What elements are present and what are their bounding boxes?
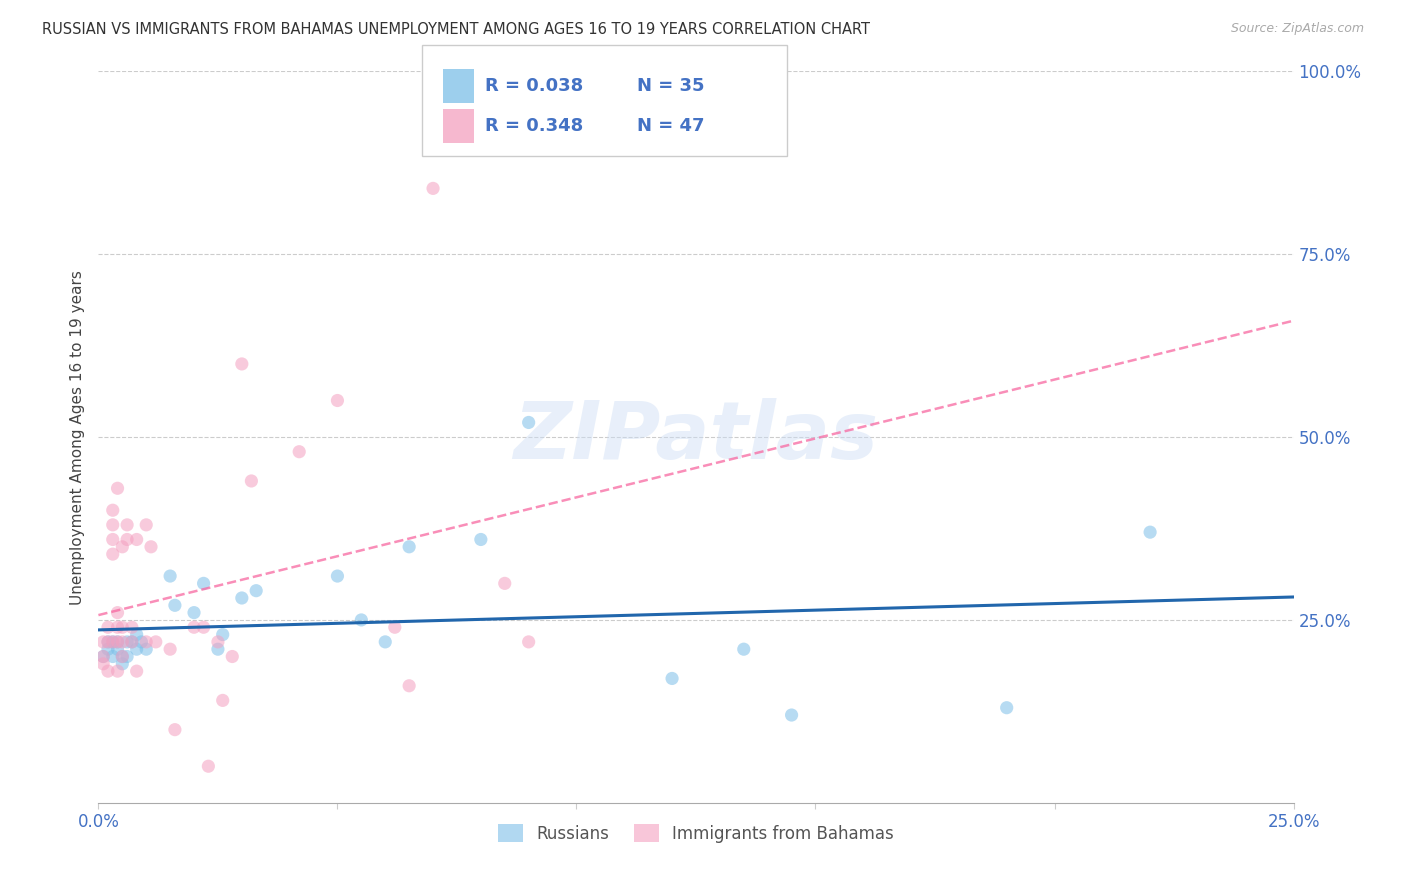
Point — [107, 606, 129, 620]
Point — [183, 606, 205, 620]
Point — [995, 700, 1018, 714]
Point — [193, 576, 215, 591]
Point — [111, 540, 134, 554]
Point — [733, 642, 755, 657]
Point — [111, 635, 134, 649]
Legend: Russians, Immigrants from Bahamas: Russians, Immigrants from Bahamas — [491, 818, 901, 849]
Point — [221, 649, 243, 664]
Text: RUSSIAN VS IMMIGRANTS FROM BAHAMAS UNEMPLOYMENT AMONG AGES 16 TO 19 YEARS CORREL: RUSSIAN VS IMMIGRANTS FROM BAHAMAS UNEMP… — [42, 22, 870, 37]
Point — [97, 642, 120, 657]
Point — [139, 540, 162, 554]
Point — [125, 642, 148, 657]
Point — [780, 708, 803, 723]
Point — [211, 627, 233, 641]
Point — [101, 517, 124, 532]
Point — [374, 635, 396, 649]
Text: N = 35: N = 35 — [637, 77, 704, 95]
Point — [111, 649, 134, 664]
Point — [101, 503, 124, 517]
Point — [661, 672, 683, 686]
Point — [91, 649, 114, 664]
Point — [159, 569, 181, 583]
Point — [107, 635, 129, 649]
Point — [145, 635, 167, 649]
Point — [211, 693, 233, 707]
Point — [101, 635, 124, 649]
Point — [97, 664, 120, 678]
Point — [91, 635, 114, 649]
Point — [231, 357, 253, 371]
Point — [517, 635, 540, 649]
Point — [1139, 525, 1161, 540]
Point — [207, 635, 229, 649]
Point — [240, 474, 263, 488]
Point — [384, 620, 406, 634]
Point — [159, 642, 181, 657]
Point — [398, 679, 420, 693]
Point — [494, 576, 516, 591]
Point — [111, 620, 134, 634]
Point — [125, 533, 148, 547]
Point — [101, 547, 124, 561]
Point — [517, 416, 540, 430]
Point — [101, 649, 124, 664]
Point — [97, 635, 120, 649]
Point — [131, 635, 153, 649]
Point — [107, 481, 129, 495]
Point — [115, 649, 138, 664]
Point — [245, 583, 267, 598]
Point — [125, 664, 148, 678]
Point — [135, 517, 157, 532]
Text: Source: ZipAtlas.com: Source: ZipAtlas.com — [1230, 22, 1364, 36]
Point — [111, 649, 134, 664]
Point — [121, 620, 143, 634]
Point — [350, 613, 373, 627]
Point — [163, 723, 186, 737]
Text: ZIPatlas: ZIPatlas — [513, 398, 879, 476]
Point — [97, 620, 120, 634]
Point — [115, 533, 138, 547]
Point — [231, 591, 253, 605]
Point — [125, 627, 148, 641]
Point — [91, 649, 114, 664]
Point — [470, 533, 492, 547]
Text: N = 47: N = 47 — [637, 117, 704, 135]
Text: R = 0.348: R = 0.348 — [485, 117, 583, 135]
Point — [121, 635, 143, 649]
Y-axis label: Unemployment Among Ages 16 to 19 years: Unemployment Among Ages 16 to 19 years — [69, 269, 84, 605]
Point — [422, 181, 444, 195]
Point — [326, 569, 349, 583]
Point — [163, 599, 186, 613]
Text: R = 0.038: R = 0.038 — [485, 77, 583, 95]
Point — [91, 657, 114, 671]
Point — [207, 642, 229, 657]
Point — [135, 635, 157, 649]
Point — [183, 620, 205, 634]
Point — [197, 759, 219, 773]
Point — [111, 657, 134, 671]
Point — [107, 664, 129, 678]
Point — [135, 642, 157, 657]
Point — [121, 635, 143, 649]
Point — [101, 533, 124, 547]
Point — [326, 393, 349, 408]
Point — [97, 635, 120, 649]
Point — [115, 517, 138, 532]
Point — [107, 620, 129, 634]
Point — [115, 635, 138, 649]
Point — [107, 635, 129, 649]
Point — [107, 642, 129, 657]
Point — [101, 635, 124, 649]
Point — [288, 444, 311, 458]
Point — [193, 620, 215, 634]
Point — [398, 540, 420, 554]
